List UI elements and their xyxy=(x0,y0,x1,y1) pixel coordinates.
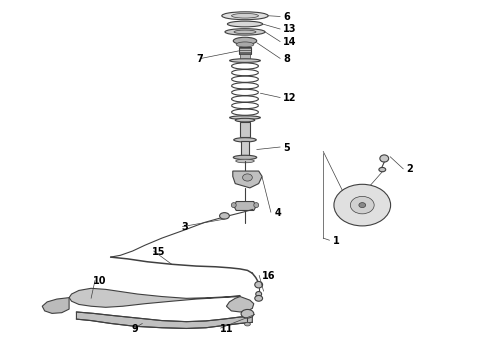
Ellipse shape xyxy=(230,59,260,62)
Text: 5: 5 xyxy=(283,143,290,153)
Polygon shape xyxy=(69,288,240,307)
Ellipse shape xyxy=(227,21,263,27)
Ellipse shape xyxy=(236,159,254,163)
Ellipse shape xyxy=(234,30,256,34)
Ellipse shape xyxy=(233,37,257,44)
Text: 2: 2 xyxy=(406,164,413,174)
Polygon shape xyxy=(76,312,252,328)
Text: 12: 12 xyxy=(283,93,296,103)
Ellipse shape xyxy=(255,296,263,301)
Ellipse shape xyxy=(243,174,252,181)
Polygon shape xyxy=(233,171,262,188)
Text: 1: 1 xyxy=(333,236,340,246)
Text: 7: 7 xyxy=(196,54,203,64)
Circle shape xyxy=(334,184,391,226)
Polygon shape xyxy=(234,202,256,211)
Ellipse shape xyxy=(231,203,236,208)
Text: 3: 3 xyxy=(181,222,188,232)
Text: 10: 10 xyxy=(93,276,106,286)
Ellipse shape xyxy=(222,12,268,20)
Text: 9: 9 xyxy=(132,324,138,334)
Ellipse shape xyxy=(220,213,229,219)
Polygon shape xyxy=(240,122,250,137)
Text: 11: 11 xyxy=(220,324,233,334)
Ellipse shape xyxy=(235,118,255,122)
Text: 8: 8 xyxy=(283,54,290,64)
Ellipse shape xyxy=(234,138,256,142)
Text: 13: 13 xyxy=(283,24,296,35)
Ellipse shape xyxy=(241,310,254,318)
Ellipse shape xyxy=(225,29,265,35)
Ellipse shape xyxy=(236,42,254,47)
Ellipse shape xyxy=(245,322,250,326)
Ellipse shape xyxy=(380,155,389,162)
Circle shape xyxy=(359,203,366,208)
Ellipse shape xyxy=(232,13,258,18)
Polygon shape xyxy=(226,297,254,312)
Polygon shape xyxy=(241,140,249,157)
Ellipse shape xyxy=(256,292,262,297)
Ellipse shape xyxy=(379,167,386,172)
Text: 6: 6 xyxy=(283,12,290,22)
Ellipse shape xyxy=(230,116,260,120)
Text: 16: 16 xyxy=(262,271,275,281)
Ellipse shape xyxy=(254,203,259,208)
Text: 15: 15 xyxy=(152,247,166,257)
Ellipse shape xyxy=(255,282,263,288)
Ellipse shape xyxy=(233,155,257,159)
Text: 14: 14 xyxy=(283,37,296,47)
Polygon shape xyxy=(42,298,69,314)
Text: 4: 4 xyxy=(274,208,281,218)
Polygon shape xyxy=(239,47,251,54)
Polygon shape xyxy=(240,54,250,59)
Circle shape xyxy=(350,196,374,214)
